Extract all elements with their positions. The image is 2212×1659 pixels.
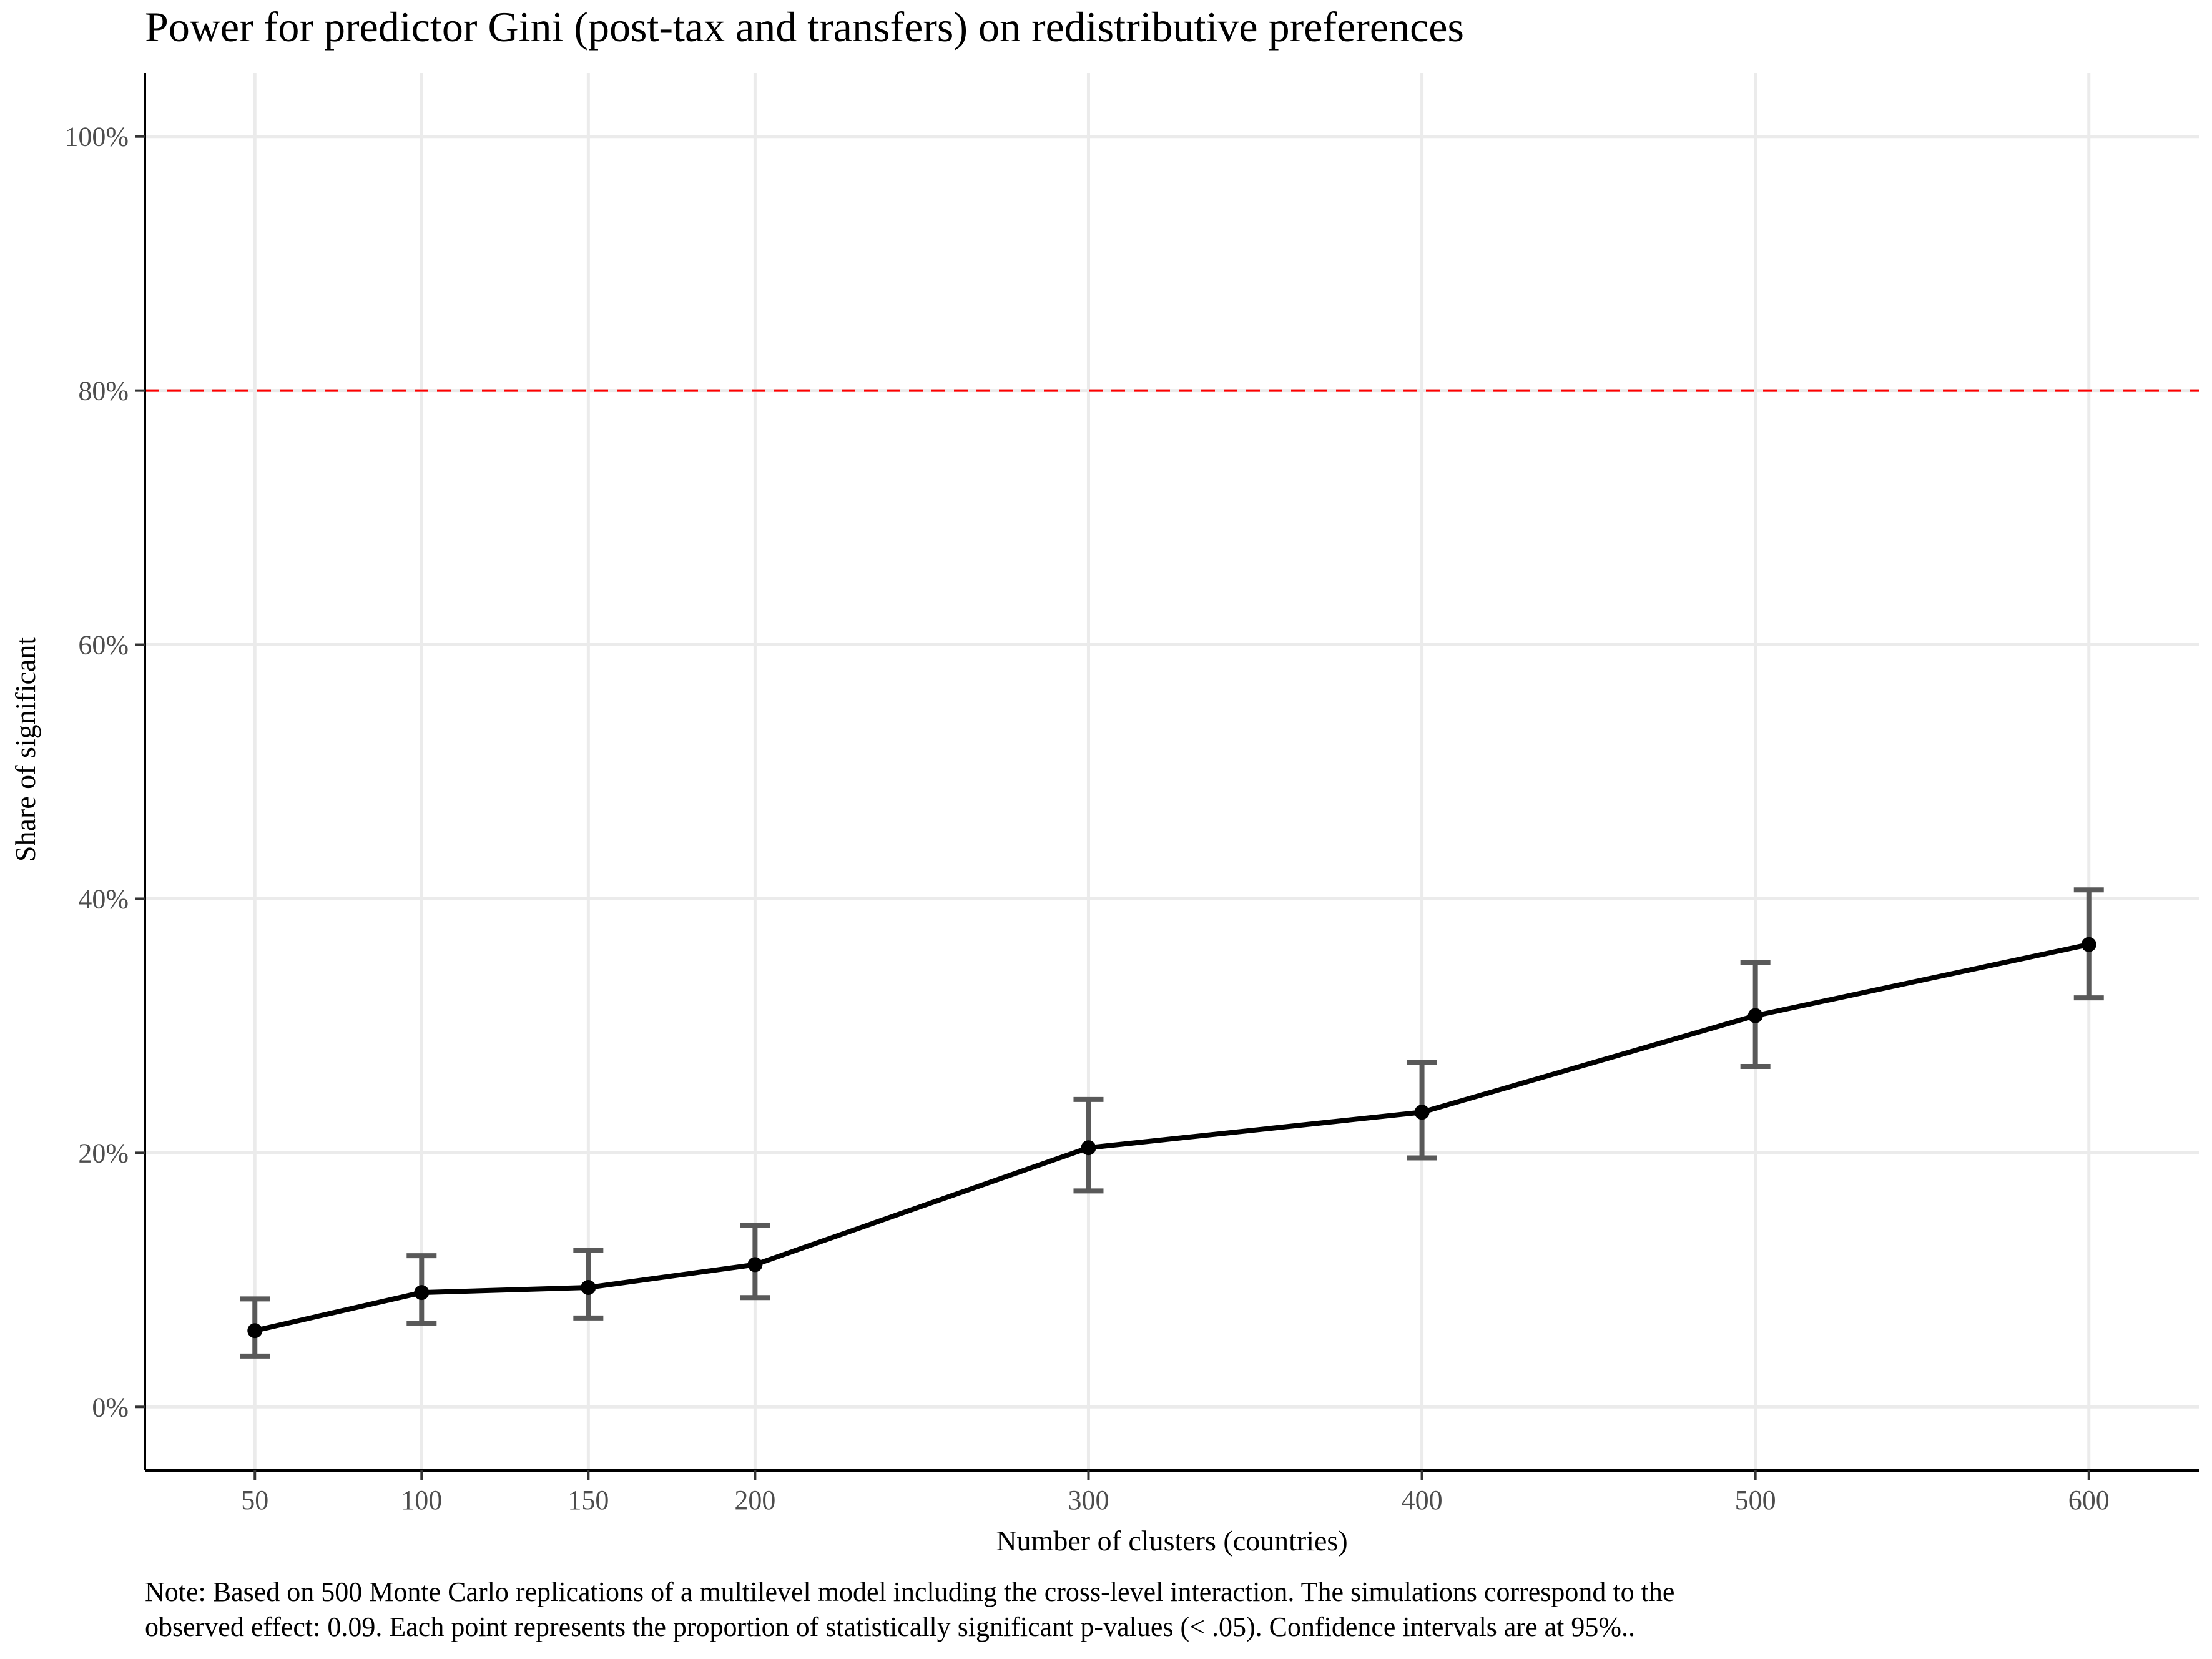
tick-labels: 0% 20% 40% 60% 80% 100% 50 100 150 200 300 400 500 60… [64, 122, 2109, 1515]
data-point [747, 1257, 763, 1273]
y-tick-label: 60% [78, 630, 129, 661]
data-point [247, 1323, 263, 1339]
x-tick-label: 100 [401, 1485, 442, 1515]
data-point [1081, 1140, 1096, 1156]
x-tick-label: 600 [2068, 1485, 2110, 1515]
data-point [2081, 937, 2096, 952]
grid-lines [145, 73, 2199, 1470]
chart-note: Note: Based on 500 Monte Carlo replicati… [145, 1575, 2143, 1645]
note-line-1: Note: Based on 500 Monte Carlo replicati… [145, 1577, 1675, 1607]
y-tick-label: 40% [78, 884, 129, 914]
y-tick-label: 80% [78, 376, 129, 406]
series-line [254, 942, 2090, 1334]
chart-title: Power for predictor Gini (post-tax and t… [145, 3, 1464, 51]
x-tick-label: 200 [734, 1485, 775, 1515]
y-tick-label: 0% [92, 1392, 129, 1422]
x-tick-label: 150 [568, 1485, 609, 1515]
axes [144, 73, 2199, 1472]
note-line-2: observed effect: 0.09. Each point repres… [145, 1612, 1636, 1642]
x-tick-label: 300 [1068, 1485, 1109, 1515]
y-tick-label: 100% [64, 122, 129, 152]
x-tick-label: 400 [1402, 1485, 1443, 1515]
data-point [1414, 1105, 1430, 1120]
series-line-layer [254, 942, 2090, 1334]
x-tick-label: 500 [1735, 1485, 1776, 1515]
y-axis-title: Share of significant [9, 637, 41, 862]
x-axis-title: Number of clusters (countries) [996, 1525, 1347, 1557]
y-tick-label: 20% [78, 1138, 129, 1168]
errorbar-layer [240, 887, 2104, 1359]
data-point [581, 1280, 596, 1296]
point-layer [247, 937, 2096, 1339]
data-point [414, 1285, 430, 1301]
data-point [1747, 1008, 1763, 1023]
x-tick-label: 50 [241, 1485, 268, 1515]
